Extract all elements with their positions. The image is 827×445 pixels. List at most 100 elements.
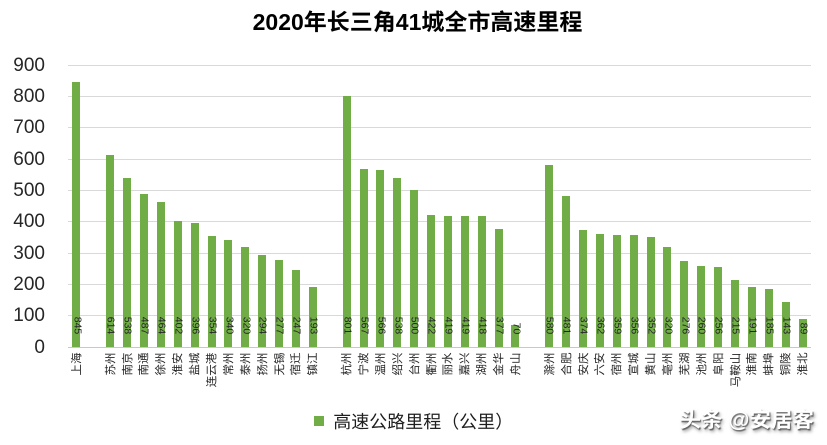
x-category-label: 淮北 bbox=[794, 352, 811, 376]
bar bbox=[443, 215, 452, 347]
x-category-label: 金华 bbox=[490, 352, 507, 376]
bar-value-label: 191 bbox=[746, 316, 759, 335]
bar bbox=[747, 287, 756, 347]
bar bbox=[629, 235, 638, 347]
x-axis-line bbox=[68, 346, 811, 348]
y-tick-label: 0 bbox=[34, 336, 45, 358]
bar bbox=[460, 215, 469, 347]
bar bbox=[241, 246, 250, 347]
bar bbox=[562, 196, 571, 347]
x-category-label: 舟山 bbox=[507, 352, 524, 376]
legend-swatch bbox=[313, 415, 325, 427]
bar bbox=[612, 234, 621, 347]
bar bbox=[579, 229, 588, 347]
bar bbox=[393, 178, 402, 347]
x-category-label: 镇江 bbox=[304, 352, 321, 376]
bar-value-label: 359 bbox=[611, 316, 624, 335]
bar bbox=[106, 154, 115, 347]
x-category-label: 南京 bbox=[119, 352, 136, 376]
bar-value-label: 801 bbox=[341, 316, 354, 335]
x-category-label: 杭州 bbox=[338, 352, 355, 376]
bar bbox=[275, 260, 284, 347]
y-tick-label: 700 bbox=[13, 117, 45, 139]
bar bbox=[731, 279, 739, 347]
bar-value-label: 377 bbox=[493, 316, 506, 335]
bar-value-label: 185 bbox=[763, 316, 776, 335]
bar-value-label: 402 bbox=[172, 316, 185, 335]
x-category-label: 绍兴 bbox=[389, 352, 406, 376]
x-category-label: 亳州 bbox=[659, 352, 676, 376]
x-category-label: 丽水 bbox=[439, 352, 456, 376]
bar-value-label: 481 bbox=[560, 316, 573, 335]
gridline bbox=[68, 252, 811, 254]
x-category-label: 淮南 bbox=[743, 352, 760, 376]
x-category-label: 连云港 bbox=[203, 352, 220, 388]
bar-value-label: 566 bbox=[374, 316, 387, 335]
bar-value-label: 320 bbox=[239, 316, 252, 335]
bar bbox=[714, 266, 723, 347]
bar-value-label: 419 bbox=[459, 316, 472, 335]
bar-value-label: 538 bbox=[121, 316, 134, 335]
bar bbox=[258, 254, 267, 347]
bar-value-label: 277 bbox=[273, 316, 286, 335]
bar-value-label: 340 bbox=[222, 316, 235, 335]
bar bbox=[359, 169, 368, 347]
bar bbox=[123, 178, 132, 347]
bar bbox=[376, 169, 385, 347]
x-category-label: 温州 bbox=[372, 352, 389, 376]
watermark: 头条 @安居客 bbox=[679, 408, 814, 432]
bar-value-label: 422 bbox=[425, 316, 438, 335]
gridline bbox=[68, 315, 811, 317]
x-category-label: 合肥 bbox=[558, 352, 575, 376]
x-category-label: 宿迁 bbox=[287, 352, 304, 376]
x-category-label: 上海 bbox=[68, 352, 85, 376]
x-category-label: 六安 bbox=[591, 352, 608, 376]
y-tick-label: 200 bbox=[13, 273, 45, 295]
y-tick-label: 400 bbox=[13, 211, 45, 233]
bar-value-label: 418 bbox=[476, 316, 489, 335]
x-category-label: 安庆 bbox=[575, 352, 592, 376]
x-category-label: 滁州 bbox=[541, 352, 558, 376]
legend: 高速公路里程（公里） bbox=[0, 411, 827, 431]
bar-value-label: 247 bbox=[290, 316, 303, 335]
bar-value-label: 260 bbox=[695, 316, 708, 335]
bar bbox=[511, 325, 520, 347]
x-category-label: 蚌埠 bbox=[760, 352, 777, 376]
x-category-label: 嘉兴 bbox=[456, 352, 473, 376]
legend-label: 高速公路里程（公里） bbox=[333, 408, 514, 434]
x-category-label: 扬州 bbox=[254, 352, 271, 376]
bar-value-label: 614 bbox=[104, 316, 117, 335]
bar-value-label: 256 bbox=[712, 316, 725, 335]
bar bbox=[308, 286, 317, 347]
bar-value-label: 352 bbox=[645, 316, 658, 335]
x-category-label: 黄山 bbox=[642, 352, 659, 376]
x-category-label: 南通 bbox=[135, 352, 152, 376]
bar bbox=[342, 96, 351, 347]
bar bbox=[680, 260, 689, 347]
x-category-label: 铜陵 bbox=[777, 352, 794, 376]
bar-value-label: 396 bbox=[189, 316, 202, 335]
bar bbox=[173, 221, 182, 347]
x-category-label: 湖州 bbox=[473, 352, 490, 376]
bar bbox=[663, 246, 672, 347]
bar bbox=[764, 289, 773, 347]
bar-value-label: 354 bbox=[206, 316, 219, 335]
x-category-label: 池州 bbox=[693, 352, 710, 376]
bar-value-label: 294 bbox=[256, 316, 269, 335]
y-tick-label: 300 bbox=[13, 242, 45, 264]
bar-value-label: 356 bbox=[628, 316, 641, 335]
y-tick-label: 800 bbox=[13, 85, 45, 107]
bar bbox=[291, 269, 300, 347]
x-category-label: 淮安 bbox=[169, 352, 186, 376]
bar-value-label: 89 bbox=[797, 322, 810, 335]
y-tick-label: 600 bbox=[13, 148, 45, 170]
x-category-label: 宿州 bbox=[608, 352, 625, 376]
y-tick-label: 500 bbox=[13, 179, 45, 201]
bar-value-label: 419 bbox=[442, 316, 455, 335]
bar bbox=[72, 82, 81, 347]
bar-value-label: 70 bbox=[509, 322, 522, 335]
bar bbox=[190, 222, 199, 347]
x-category-label: 无锡 bbox=[271, 352, 288, 376]
gridline bbox=[68, 64, 811, 66]
bar bbox=[798, 319, 807, 347]
